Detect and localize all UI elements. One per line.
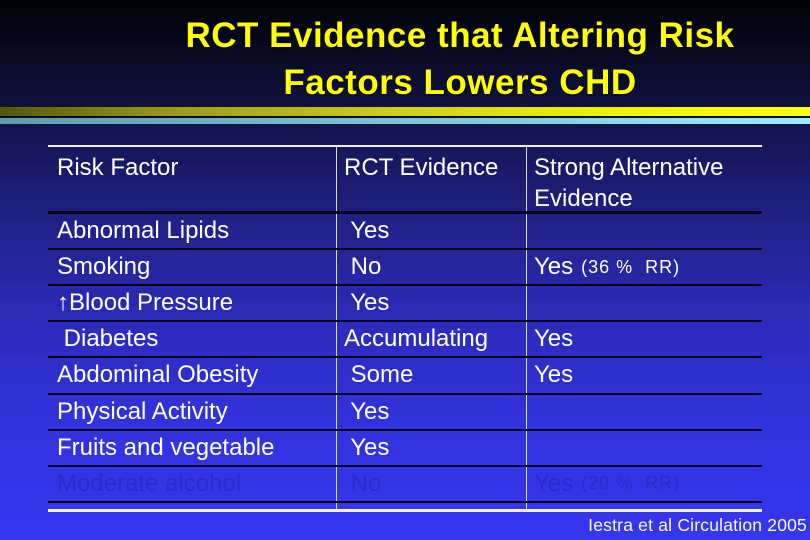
divider-gap	[0, 116, 810, 118]
cell-alt-evidence: Yes (36 % RR)	[527, 250, 762, 284]
cell-rct-evidence	[337, 502, 527, 509]
evidence-table: Risk Factor RCT Evidence Strong Alternat…	[48, 145, 762, 512]
cell-risk-factor: ↑Blood Pressure	[48, 286, 337, 321]
cell-alt-evidence: Yes (20 % RR)	[527, 467, 762, 501]
cell-alt-evidence	[527, 286, 762, 320]
cell-rct-evidence: No	[337, 250, 527, 285]
cell-risk-factor: Smoking	[48, 250, 337, 285]
cell-risk-factor	[48, 502, 337, 509]
table-row: Moderate alcohol No Yes (20 % RR)	[48, 466, 762, 503]
title-divider	[0, 106, 810, 124]
table-row: ↑Blood Pressure Yes	[48, 286, 762, 323]
slide-title-line2: Factors Lowers CHD	[283, 63, 637, 102]
alt-evidence-value: Yes	[534, 253, 574, 281]
cell-risk-factor: Physical Activity	[48, 394, 337, 429]
cell-risk-factor: Fruits and vegetable	[48, 430, 337, 465]
cell-alt-evidence: Yes	[527, 358, 762, 392]
table-row: Abdominal Obesity Some Yes	[48, 358, 762, 395]
cell-alt-evidence	[527, 395, 762, 429]
cell-risk-factor: Abdominal Obesity	[48, 358, 337, 393]
column-header-alt-evidence: Strong Alternative Evidence	[534, 154, 724, 211]
cell-rct-evidence: Yes	[337, 394, 527, 429]
table-row: Fruits and vegetable Yes	[48, 430, 762, 467]
cell-rct-evidence: Accumulating	[337, 322, 527, 357]
cell-rct-evidence: Some	[337, 358, 527, 393]
table-row: Smoking No Yes (36 % RR)	[48, 250, 762, 287]
cell-alt-evidence	[527, 431, 762, 465]
cell-rct-evidence: Yes	[337, 214, 527, 249]
citation: Iestra et al Circulation 2005	[588, 515, 807, 535]
alt-evidence-value: Yes	[534, 469, 574, 497]
divider-cyan-bar	[0, 118, 810, 124]
column-header-risk-factor: Risk Factor	[48, 147, 337, 211]
cell-alt-evidence	[527, 214, 762, 248]
alt-evidence-note: (36 % RR)	[581, 256, 681, 277]
table-header-row: Risk Factor RCT Evidence Strong Alternat…	[48, 147, 762, 214]
cell-rct-evidence: No	[337, 466, 527, 501]
slide-title-line1: RCT Evidence that Altering Risk	[185, 16, 735, 55]
cell-risk-factor: Abnormal Lipids	[48, 214, 337, 249]
cell-risk-factor: Diabetes	[48, 322, 337, 357]
alt-evidence-value: Yes	[534, 325, 574, 353]
table-row: Physical Activity Yes	[48, 394, 762, 431]
alt-evidence-note: (20 % RR)	[581, 473, 681, 494]
table-row	[48, 502, 762, 509]
column-header-rct-evidence: RCT Evidence	[337, 147, 527, 211]
cell-alt-evidence: Yes	[527, 322, 762, 356]
cell-alt-evidence	[527, 503, 762, 509]
table-row: Abnormal Lipids Yes	[48, 214, 762, 251]
table-rows: Abnormal Lipids Yes Smoking No Yes (36 % …	[48, 214, 762, 509]
divider-yellow-bar	[0, 106, 810, 116]
slide-title: RCT Evidence that Altering Risk Factors …	[110, 12, 810, 106]
cell-rct-evidence: Yes	[337, 430, 527, 465]
cell-rct-evidence: Yes	[337, 286, 527, 321]
alt-evidence-value: Yes	[534, 361, 574, 389]
cell-risk-factor: Moderate alcohol	[48, 466, 337, 501]
table-row: Diabetes Accumulating Yes	[48, 322, 762, 359]
